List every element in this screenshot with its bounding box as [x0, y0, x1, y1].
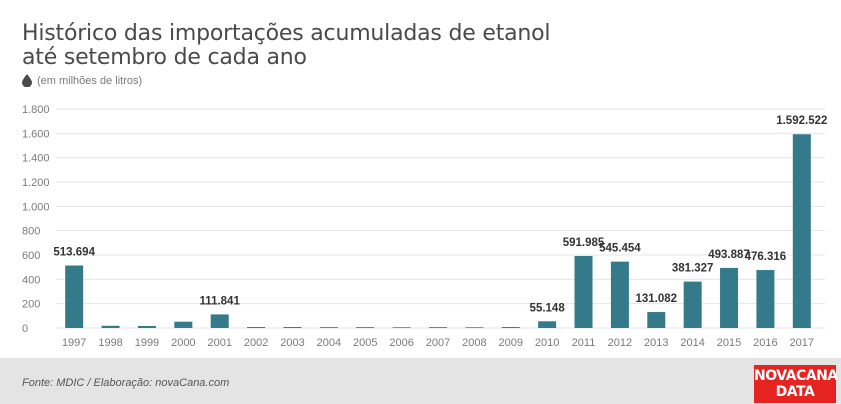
bar	[465, 327, 484, 328]
y-tick-label: 1.000	[22, 201, 50, 213]
bar	[756, 270, 775, 328]
bar	[610, 261, 629, 328]
x-tick-label: 2015	[717, 337, 741, 349]
bar	[720, 267, 739, 328]
data-label: 111.841	[200, 295, 241, 307]
title-line-1: Histórico das importações acumuladas de …	[22, 21, 551, 46]
x-tick-label: 2001	[207, 337, 231, 349]
y-tick-label: 200	[22, 299, 40, 311]
unit-label: (em milhões de litros)	[37, 74, 143, 87]
data-label: 545.454	[599, 243, 641, 255]
x-tick-label: 2005	[353, 337, 377, 349]
y-tick-label: 400	[22, 274, 40, 286]
data-label: 381.327	[672, 263, 714, 275]
bar	[283, 327, 302, 328]
x-tick-label: 2011	[572, 337, 596, 349]
y-tick-label: 1.400	[22, 153, 50, 165]
x-tick-label: 2013	[644, 337, 668, 349]
bar	[501, 327, 520, 328]
bar	[429, 327, 447, 328]
bar	[137, 325, 156, 328]
x-tick-label: 1997	[62, 337, 86, 349]
data-label: 513.694	[53, 247, 95, 259]
bar	[319, 327, 338, 328]
x-tick-label: 1999	[135, 337, 159, 349]
y-tick-label: 0	[22, 323, 28, 335]
bar	[247, 327, 266, 328]
x-tick-label: 2004	[317, 337, 341, 349]
unit-label-row: (em milhões de litros)	[22, 74, 142, 87]
logo-line-2: DATA	[775, 384, 815, 400]
bar-chart: 0 200 400 600 800 1.000 1.200 1.400 1.600 1.800 51…	[22, 104, 827, 349]
title-line-2: até setembro de cada ano	[22, 45, 307, 70]
source-text: Fonte: MDIC / Elaboração: novaCana.com	[22, 377, 230, 389]
x-tick-label: 2007	[426, 337, 450, 349]
x-tick-label: 2003	[280, 337, 304, 349]
y-tick-label: 1.200	[22, 177, 50, 189]
bar	[574, 255, 593, 328]
bar	[356, 327, 375, 328]
data-label: 591.985	[563, 237, 605, 249]
x-tick-label: 2014	[680, 337, 704, 349]
footer: Fonte: MDIC / Elaboração: novaCana.com N…	[0, 358, 841, 404]
bar	[174, 321, 193, 328]
chart-title: Histórico das importações acumuladas de …	[22, 21, 551, 70]
data-label: 131.082	[635, 293, 677, 305]
x-tick-label: 2009	[499, 337, 523, 349]
bar	[792, 134, 811, 328]
bar	[538, 321, 557, 328]
y-tick-label: 1.800	[22, 104, 50, 116]
x-tick-label: 2010	[535, 337, 559, 349]
x-tick-label: 1998	[98, 337, 122, 349]
x-tick-label: 2016	[753, 337, 777, 349]
data-label: 1.592.522	[776, 115, 827, 127]
y-tick-label: 800	[22, 226, 40, 238]
bar	[65, 265, 84, 328]
y-tick-label: 600	[22, 250, 40, 262]
x-tick-label: 2012	[608, 337, 632, 349]
logo-line-1: NOVACANA	[754, 368, 838, 384]
x-tick-label: 2002	[244, 337, 268, 349]
x-tick-label: 2000	[171, 337, 195, 349]
bar	[210, 314, 229, 328]
data-label: 493.887	[708, 249, 750, 261]
x-tick-label: 2008	[462, 337, 486, 349]
data-label: 476.316	[745, 251, 787, 263]
novacana-data-logo: NOVACANA DATA	[754, 365, 838, 403]
bar	[392, 327, 411, 328]
x-tick-label: 2006	[389, 337, 413, 349]
y-tick-label: 1.600	[22, 128, 50, 140]
data-label: 55.148	[530, 302, 566, 314]
bar	[683, 281, 702, 328]
drop-icon	[22, 74, 32, 87]
bar	[101, 325, 120, 328]
bar	[647, 312, 666, 328]
x-tick-label: 2017	[790, 337, 814, 349]
